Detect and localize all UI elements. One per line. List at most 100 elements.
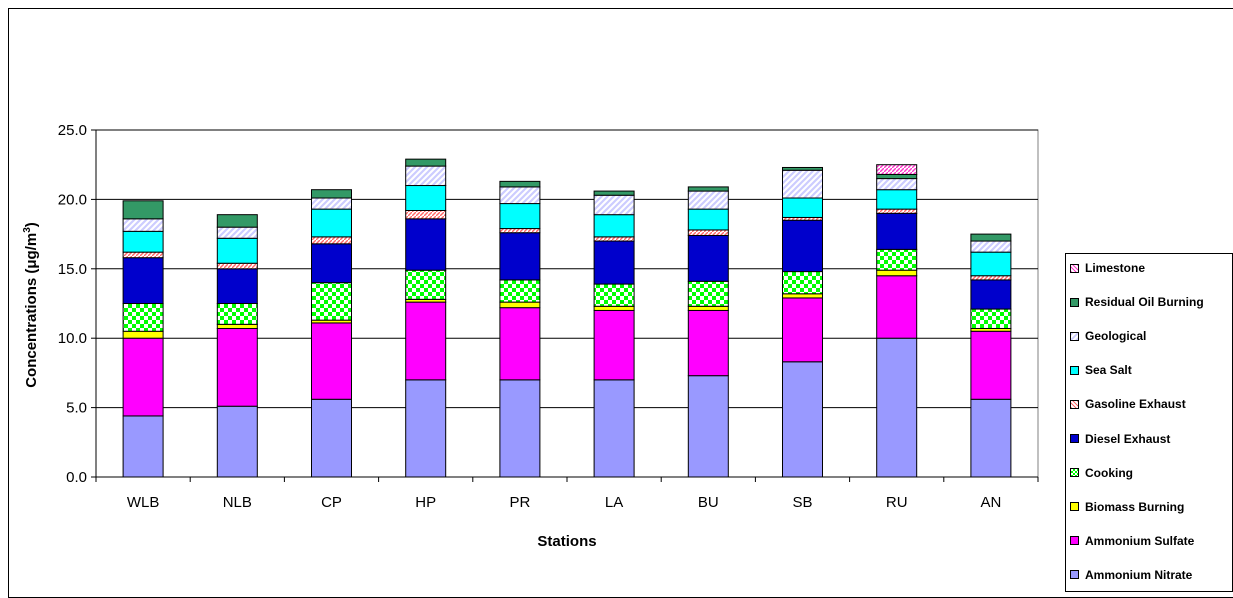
bar-segment	[970, 330, 1012, 400]
bar-segment	[216, 303, 258, 325]
bar-segment	[216, 327, 258, 407]
bar-segment	[687, 234, 729, 282]
bar-segment	[216, 323, 258, 329]
legend-swatch	[1070, 536, 1079, 546]
legend-item: Gasoline Exhaust	[1066, 396, 1186, 412]
legend-item: Diesel Exhaust	[1066, 431, 1170, 447]
legend-swatch	[1070, 331, 1079, 341]
bar-segment	[782, 166, 823, 171]
bar-segment	[216, 214, 258, 228]
bar-segment	[593, 379, 635, 478]
bar-segment	[970, 275, 1012, 281]
bar-segment	[122, 251, 164, 259]
x-tick-label: CP	[321, 494, 342, 511]
x-tick-label: PR	[509, 494, 530, 511]
bar-segment	[405, 158, 447, 167]
legend-item: Ammonium Sulfate	[1066, 533, 1194, 549]
bar-segment	[216, 268, 258, 304]
bar-segment	[499, 232, 541, 281]
x-tick-label: RU	[886, 494, 908, 511]
bar-segment	[216, 405, 258, 478]
legend-item: Ammonium Nitrate	[1066, 567, 1192, 583]
bar-segment	[122, 337, 164, 417]
x-tick-label: LA	[605, 494, 623, 511]
legend-label: Sea Salt	[1085, 363, 1132, 378]
y-axis-title: Concentrations (μg/m3)	[22, 222, 40, 388]
bar-segment	[876, 164, 918, 175]
bar-segment	[405, 165, 447, 187]
legend-label: Biomass Burning	[1085, 499, 1185, 514]
legend-label: Diesel Exhaust	[1085, 431, 1171, 446]
legend-swatch	[1070, 434, 1079, 443]
bar-segment	[687, 375, 729, 478]
bar-segment	[687, 305, 729, 311]
bar-segment	[970, 279, 1012, 310]
y-tick-label: 10.0	[58, 330, 87, 347]
legend-item: Limestone	[1066, 260, 1145, 276]
legend-item: Residual Oil Burning	[1066, 294, 1204, 310]
bar-segment	[499, 301, 541, 309]
bar-segment	[593, 309, 635, 381]
bar-segment	[782, 361, 823, 478]
bar-segment	[593, 283, 635, 307]
bar-segment	[499, 279, 541, 303]
bar-segment	[405, 301, 447, 381]
bar-segment	[499, 307, 541, 381]
bar-segment	[876, 248, 918, 271]
bar-segment	[876, 269, 918, 277]
bar-segment	[122, 200, 164, 220]
bar-segment	[405, 269, 447, 300]
bar-segment	[782, 219, 823, 273]
legend-item: Geological	[1066, 328, 1146, 344]
bar-segment	[216, 262, 258, 270]
legend-label: Ammonium Nitrate	[1085, 567, 1193, 582]
legend-swatch	[1070, 502, 1079, 512]
bar-segment	[687, 208, 729, 231]
legend: Limestone Residual Oil Burning Geological S…	[1065, 253, 1233, 592]
x-tick-label: AN	[980, 494, 1001, 511]
legend-swatch	[1070, 365, 1079, 375]
bar-segment	[687, 190, 729, 210]
bar-segment	[970, 308, 1012, 329]
legend-item: Sea Salt	[1066, 362, 1132, 378]
bar-segment	[687, 280, 729, 307]
bar-segment	[687, 186, 729, 192]
bar-segment	[593, 190, 635, 196]
bar-segment	[499, 186, 541, 205]
bar-segment	[122, 330, 164, 339]
bars	[122, 158, 1012, 478]
bar-segment	[499, 203, 541, 230]
legend-label: Gasoline Exhaust	[1085, 397, 1186, 412]
bar-segment	[593, 305, 635, 311]
bar-segment	[216, 237, 258, 264]
bar-segment	[970, 398, 1012, 478]
bar-segment	[311, 197, 352, 210]
bar-segment	[311, 189, 352, 199]
y-tick-label: 25.0	[58, 122, 87, 139]
bar-segment	[499, 379, 541, 478]
bar-segment	[593, 214, 635, 238]
x-tick-label: NLB	[223, 494, 252, 511]
bar-segment	[970, 251, 1012, 277]
y-tick-label: 15.0	[58, 261, 87, 278]
x-tick-label: BU	[698, 494, 719, 511]
legend-item: Cooking	[1066, 465, 1133, 481]
bar-segment	[122, 303, 164, 332]
bar-segment	[876, 189, 918, 210]
x-tick-label: HP	[415, 494, 436, 511]
bar-segment	[122, 257, 164, 305]
bar-segment	[122, 415, 164, 478]
bar-segment	[122, 218, 164, 232]
bar-segment	[782, 293, 823, 299]
bar-segment	[311, 398, 352, 478]
bar-segment	[499, 228, 541, 234]
bar-segment	[216, 226, 258, 239]
bar-segment	[593, 194, 635, 216]
legend-swatch	[1070, 468, 1079, 478]
bar-segment	[782, 297, 823, 363]
bar-segment	[311, 322, 352, 400]
y-tick-label: 5.0	[66, 400, 87, 417]
x-tick-label: SB	[792, 494, 812, 511]
x-tick-label: WLB	[127, 494, 160, 511]
